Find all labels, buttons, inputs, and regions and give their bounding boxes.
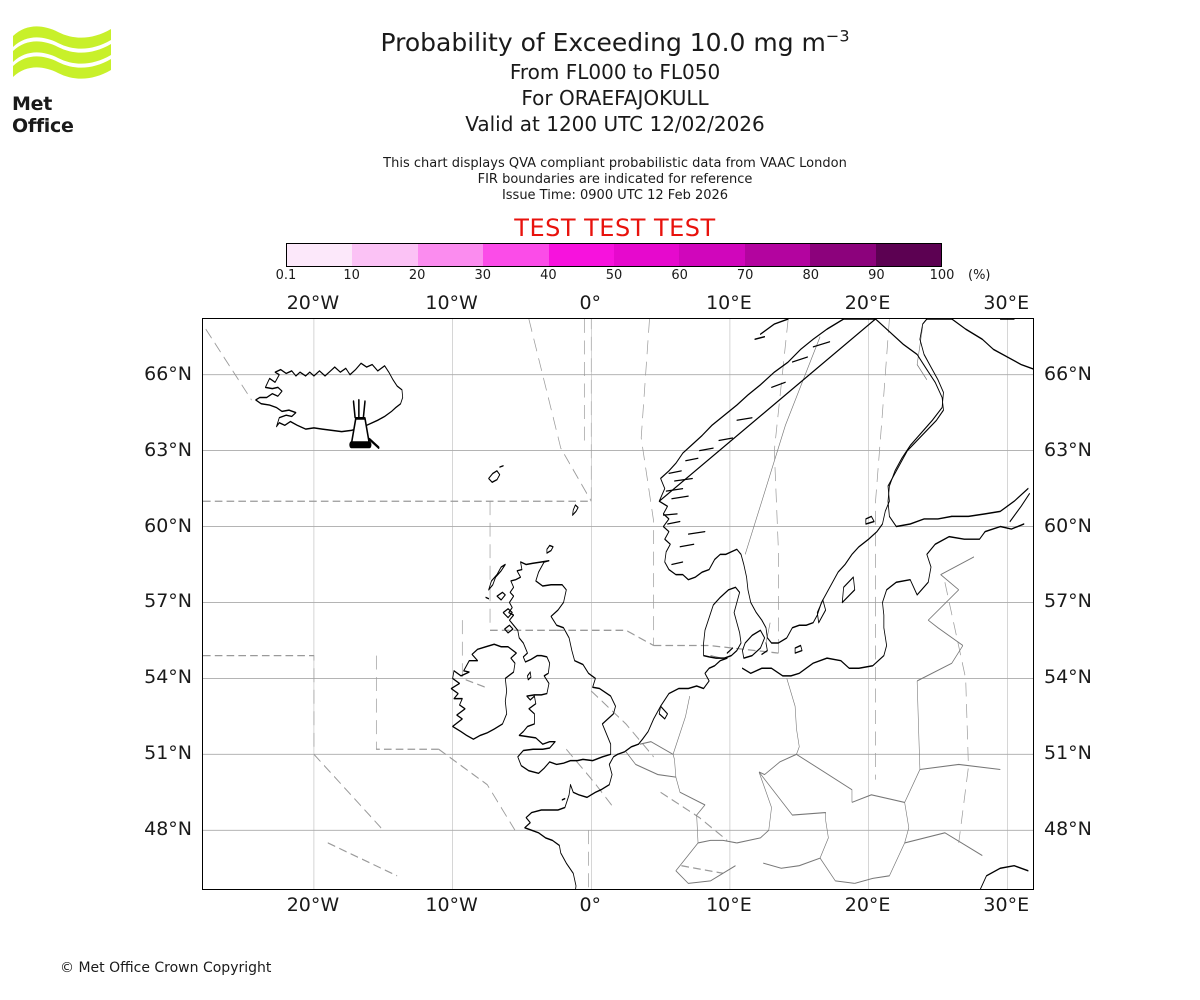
test-banner: TEST TEST TEST (514, 214, 716, 242)
colorbar-unit-label: (%) (968, 268, 991, 283)
lon-tick-20°E: 20°E (844, 894, 891, 916)
lat-tick-left-57°N: 57°N (144, 590, 192, 613)
lon-tick-30°E: 30°E (983, 292, 1030, 314)
lat-tick-left-48°N: 48°N (144, 818, 192, 841)
colorbar-tick-0.1: 0.1 (275, 268, 297, 283)
lon-tick-0°: 0° (579, 894, 602, 916)
volcano-icon (349, 398, 380, 449)
fir-note: FIR boundaries are indicated for referen… (477, 172, 753, 187)
lat-tick-right-48°N: 48°N (1044, 818, 1092, 841)
lat-tick-left-51°N: 51°N (144, 742, 192, 765)
colorbar-tick-80: 80 (802, 268, 820, 283)
map-frame[interactable] (202, 318, 1034, 890)
lat-tick-left-63°N: 63°N (144, 438, 192, 461)
fir-boundaries (203, 319, 969, 889)
map-plot-area[interactable] (202, 318, 1034, 890)
lat-tick-right-60°N: 60°N (1044, 514, 1092, 537)
colorbar-band-1 (352, 244, 418, 266)
colorbar-band-9 (875, 244, 942, 266)
colorbar-tick-40: 40 (540, 268, 557, 283)
colorbar-tick-20: 20 (408, 268, 426, 283)
lon-tick-30°E: 30°E (983, 894, 1030, 916)
lat-tick-right-51°N: 51°N (1044, 742, 1092, 765)
met-office-logo: Met Office (12, 22, 112, 137)
colorbar-tick-30: 30 (474, 268, 492, 283)
coastlines (255, 319, 1033, 889)
colorbar-tick-70: 70 (736, 268, 754, 283)
lat-tick-right-57°N: 57°N (1044, 590, 1092, 613)
colorbar-band-0 (287, 244, 353, 266)
page-title-exponent: −3 (825, 26, 850, 46)
lat-tick-left-60°N: 60°N (144, 514, 192, 537)
lat-tick-left-54°N: 54°N (144, 666, 192, 689)
colorbar-bands (286, 243, 942, 267)
colorbar-tick-50: 50 (605, 268, 623, 283)
lat-tick-right-54°N: 54°N (1044, 666, 1092, 689)
lon-tick-20°E: 20°E (844, 292, 891, 314)
colorbar-band-8 (810, 244, 876, 266)
chart-notes-block: This chart displays QVA compliant probab… (110, 156, 1120, 204)
flight-level-range: From FL000 to FL050 (509, 60, 721, 84)
colorbar-tick-60: 60 (671, 268, 688, 283)
volcano-name: For ORAEFAJOKULL (521, 86, 709, 110)
probability-colorbar (286, 243, 942, 267)
lon-tick-10°W: 10°W (425, 292, 478, 314)
copyright-footer: © Met Office Crown Copyright (60, 960, 272, 976)
qva-note: This chart displays QVA compliant probab… (383, 156, 847, 171)
page-title: Probability of Exceeding 10.0 mg m−3 (110, 26, 1120, 59)
colorbar-tick-10: 10 (343, 268, 360, 283)
colorbar-band-5 (614, 244, 680, 266)
colorbar-tick-100: 100 (929, 268, 955, 283)
lon-tick-20°W: 20°W (286, 894, 340, 916)
valid-time: Valid at 1200 UTC 12/02/2026 (465, 112, 765, 136)
colorbar-band-3 (483, 244, 549, 266)
colorbar-band-7 (744, 244, 811, 266)
issue-time: Issue Time: 0900 UTC 12 Feb 2026 (501, 188, 729, 203)
page-title-text: Probability of Exceeding 10.0 mg m (380, 28, 826, 57)
lon-tick-10°E: 10°E (706, 894, 752, 916)
colorbar-tick-labels: 0.1 10 20 30 40 50 60 70 80 90 100 (276, 268, 955, 288)
colorbar-band-6 (679, 244, 745, 266)
lon-tick-20°W: 20°W (286, 292, 340, 314)
lon-tick-0°: 0° (579, 292, 602, 314)
colorbar-tick-90: 90 (868, 268, 885, 283)
colorbar-band-2 (417, 244, 484, 266)
lat-tick-right-66°N: 66°N (1044, 362, 1092, 385)
colorbar-band-4 (548, 244, 615, 266)
country-borders (625, 326, 1001, 884)
met-office-waves-icon (13, 26, 111, 79)
lon-tick-10°W: 10°W (425, 894, 478, 916)
lat-tick-left-66°N: 66°N (144, 362, 192, 385)
lat-tick-right-63°N: 63°N (1044, 438, 1092, 461)
map-graphics (203, 319, 1033, 889)
logo-wordmark: Met Office (12, 93, 74, 137)
chart-title-block: Probability of Exceeding 10.0 mg m−3 Fro… (110, 26, 1120, 137)
map-gridlines (203, 319, 1033, 889)
lon-tick-10°E: 10°E (706, 292, 752, 314)
